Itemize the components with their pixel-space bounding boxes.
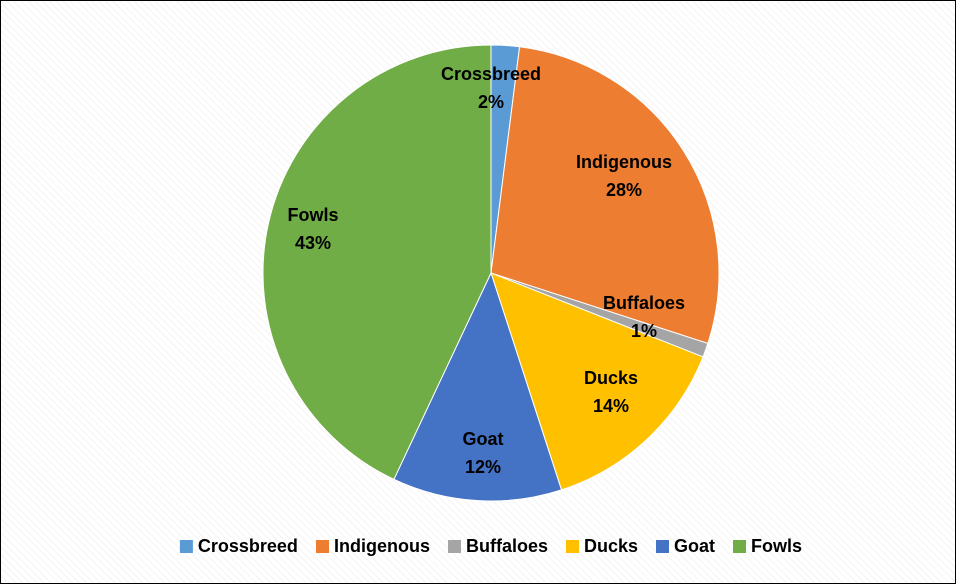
pie-slice-indigenous	[490, 46, 720, 345]
legend-item-indigenous: Indigenous	[316, 536, 430, 556]
legend-item-goat: Goat	[656, 536, 715, 556]
legend-label-indigenous: Indigenous	[334, 536, 430, 556]
legend-item-buffaloes: Buffaloes	[448, 536, 548, 556]
legend-swatch-buffaloes	[448, 540, 461, 553]
legend-label-ducks: Ducks	[584, 536, 638, 556]
pie-slice-goat	[393, 271, 563, 502]
legend-item-crossbreed: Crossbreed	[179, 536, 298, 556]
data-label-buffaloes: Buffaloes 1%	[603, 293, 685, 341]
legend-swatch-ducks	[566, 540, 579, 553]
data-label-goat: Goat 12%	[462, 429, 503, 477]
data-label-fowls: Fowls 43%	[287, 205, 338, 253]
legend-swatch-crossbreed	[179, 540, 193, 553]
pie-slice-fowls	[262, 44, 492, 480]
legend-label-fowls: Fowls	[751, 536, 802, 556]
legend-item-ducks: Ducks	[566, 536, 638, 556]
data-label-ducks: Ducks 14%	[584, 368, 638, 416]
data-label-indigenous: Indigenous 28%	[576, 152, 672, 200]
legend-label-buffaloes: Buffaloes	[466, 536, 548, 556]
legend-swatch-indigenous	[316, 540, 329, 553]
legend-item-fowls: Fowls	[733, 536, 802, 556]
legend-swatch-fowls	[733, 540, 746, 553]
legend-label-crossbreed: Crossbreed	[198, 536, 298, 556]
legend-swatch-goat	[656, 540, 669, 553]
legend-label-goat: Goat	[674, 536, 715, 556]
data-label-crossbreed: Crossbreed 2%	[441, 64, 541, 112]
